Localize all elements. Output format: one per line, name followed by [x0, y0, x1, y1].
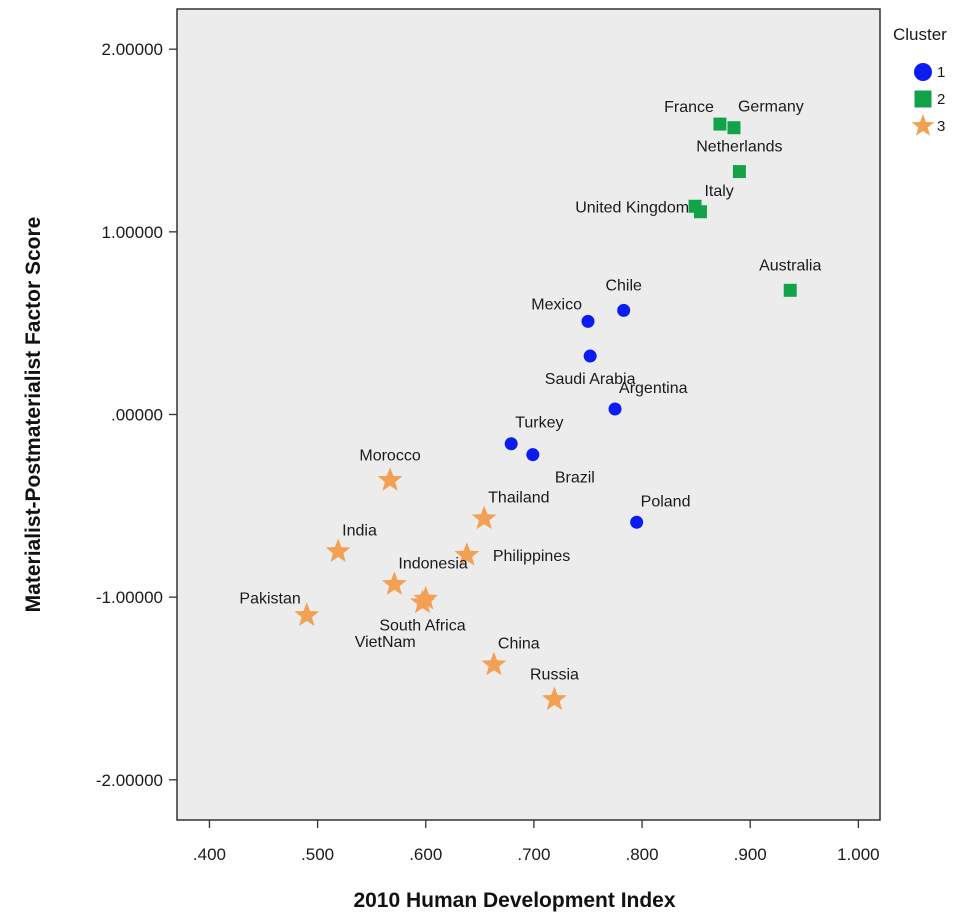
data-point — [630, 515, 644, 529]
legend-title: Cluster — [893, 25, 947, 44]
data-point — [581, 314, 595, 328]
data-point — [608, 402, 622, 416]
point-label: Philippines — [493, 548, 570, 565]
point-label: Pakistan — [239, 590, 300, 607]
x-tick-label: .400 — [193, 845, 226, 864]
point-label: Netherlands — [696, 139, 782, 156]
y-tick-label: -1.00000 — [96, 588, 163, 607]
data-point — [526, 448, 540, 462]
point-label: South Africa — [379, 618, 465, 635]
point-label: Morocco — [359, 447, 420, 464]
data-point — [542, 686, 567, 710]
point-label: Russia — [530, 666, 579, 683]
x-tick-label: .800 — [626, 845, 659, 864]
point-label: Argentina — [619, 380, 688, 397]
x-tick-label: .600 — [409, 845, 442, 864]
data-point — [413, 585, 439, 610]
data-point — [783, 283, 797, 297]
y-tick-label: -2.00000 — [96, 771, 163, 790]
legend-marker — [914, 90, 932, 108]
y-tick-label: 2.00000 — [102, 40, 163, 59]
point-label: Turkey — [515, 415, 563, 432]
legend-label: 3 — [937, 118, 945, 135]
point-label: Chile — [605, 277, 642, 294]
y-axis: 2.00000 1.00000 .00000 -1.00000 -2.00000 — [96, 40, 177, 790]
point-label: France — [664, 99, 714, 116]
legend-marker — [914, 63, 932, 81]
y-axis-title: Materialist-Postmaterialist Factor Score — [22, 217, 45, 613]
point-label: Indonesia — [398, 555, 467, 572]
x-tick-label: .900 — [734, 845, 767, 864]
point-label: VietNam — [355, 634, 416, 651]
y-tick-label: .00000 — [111, 406, 163, 425]
data-point — [294, 602, 320, 626]
point-label: United Kingdom — [575, 199, 689, 216]
point-label: Saudi Arabia — [545, 371, 636, 388]
x-tick-label: .500 — [301, 845, 334, 864]
data-point — [713, 117, 727, 131]
data-point — [454, 542, 480, 566]
x-axis-title: 2010 Human Development Index — [353, 889, 675, 912]
point-label: Germany — [738, 99, 804, 116]
data-point — [688, 199, 702, 213]
data-point — [727, 121, 741, 135]
x-tick-label: .700 — [517, 845, 550, 864]
data-points — [294, 117, 797, 710]
plot-area — [176, 8, 881, 821]
x-tick-label: 1.000 — [837, 845, 880, 864]
point-label: India — [342, 522, 377, 539]
data-point — [325, 538, 351, 563]
x-axis: .400 .500 .600 .700 .800 .900 1.000 — [193, 820, 880, 864]
point-label: China — [498, 636, 540, 653]
point-label: Mexico — [531, 296, 582, 313]
legend: Cluster 1 2 3 — [893, 25, 947, 136]
data-point — [583, 349, 597, 363]
legend-label: 2 — [937, 91, 945, 108]
point-label: Poland — [641, 493, 691, 510]
data-point — [732, 165, 746, 179]
legend-label: 1 — [937, 64, 945, 81]
data-point — [504, 437, 518, 451]
data-point — [377, 467, 403, 491]
point-label: Italy — [704, 183, 733, 200]
point-label: Brazil — [555, 470, 595, 487]
data-point — [481, 651, 507, 676]
point-label: Australia — [759, 257, 821, 274]
legend-marker — [911, 114, 935, 136]
data-point — [382, 571, 407, 595]
point-label: Thailand — [488, 490, 549, 507]
data-point — [617, 303, 631, 317]
data-point — [471, 505, 497, 530]
y-tick-label: 1.00000 — [102, 223, 163, 242]
